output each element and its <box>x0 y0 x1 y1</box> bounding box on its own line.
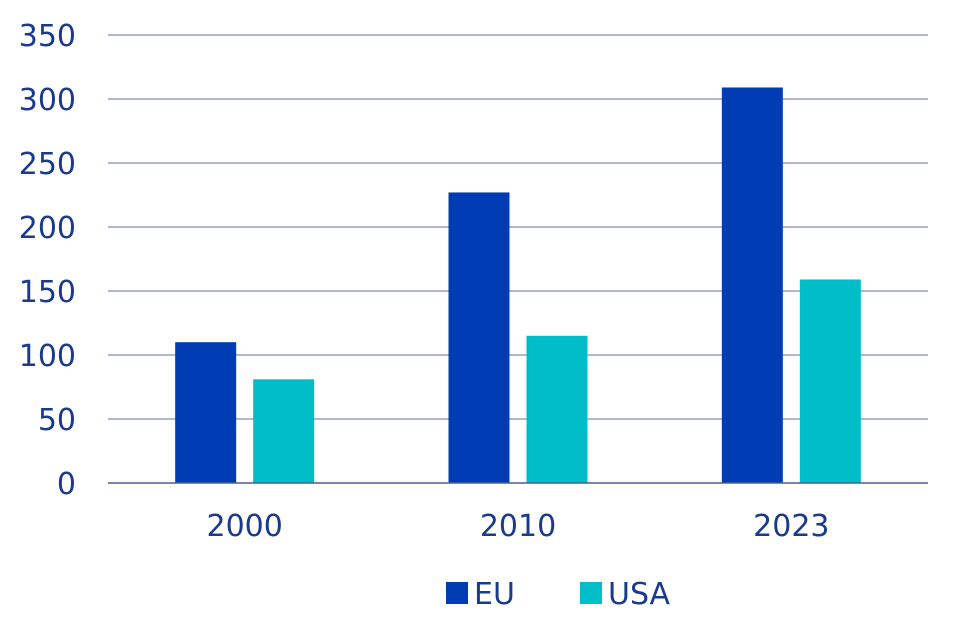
y-tick-label: 250 <box>19 147 76 182</box>
legend-label-eu: EU <box>474 577 515 612</box>
y-tick-label: 50 <box>38 403 76 438</box>
legend-swatch-usa <box>580 582 602 604</box>
bars <box>175 87 861 483</box>
y-tick-label: 200 <box>19 211 76 246</box>
y-tick-label: 100 <box>19 339 76 374</box>
bar-usa-2000 <box>253 379 315 483</box>
bar-usa-2010 <box>526 335 588 483</box>
x-tick-label: 2010 <box>480 509 556 544</box>
y-tick-label: 150 <box>19 275 76 310</box>
y-axis-ticks: 0 50 100 150 200 250 300 350 <box>19 19 76 502</box>
legend-swatch-eu <box>446 582 468 604</box>
x-tick-label: 2000 <box>206 509 282 544</box>
bar-eu-2000 <box>175 342 237 483</box>
bar-usa-2023 <box>799 279 861 483</box>
bar-eu-2010 <box>448 192 510 483</box>
y-tick-label: 0 <box>57 467 76 502</box>
y-tick-label: 350 <box>19 19 76 54</box>
y-tick-label: 300 <box>19 83 76 118</box>
gridlines <box>108 34 928 420</box>
bar-eu-2023 <box>721 87 783 483</box>
x-tick-label: 2023 <box>753 509 829 544</box>
legend-label-usa: USA <box>608 577 671 612</box>
legend: EU USA <box>446 577 671 612</box>
x-axis-ticks: 2000 2010 2023 <box>206 509 829 544</box>
